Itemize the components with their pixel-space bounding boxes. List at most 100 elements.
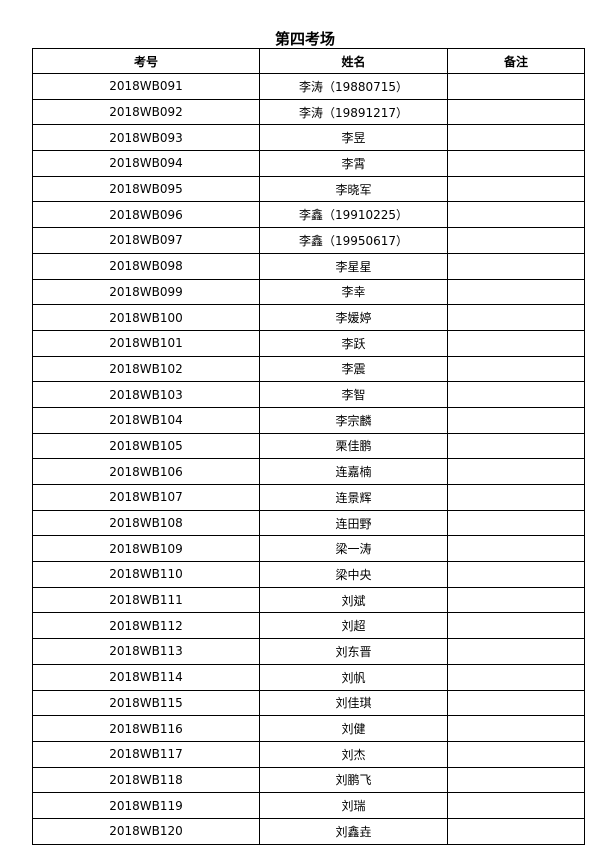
remarks-cell — [447, 561, 585, 588]
table-row: 2018WB095 李晓军 — [32, 175, 585, 203]
remarks-cell — [447, 304, 585, 331]
exam-number-cell: 2018WB110 — [32, 561, 260, 588]
name-cell: 连嘉楠 — [259, 458, 448, 485]
table-row: 2018WB092 李涛（19891217） — [32, 98, 585, 126]
name-cell: 梁一涛 — [259, 535, 448, 563]
table-row: 2018WB117 刘杰 — [32, 740, 585, 768]
table-row: 2018WB097 李鑫（19950617） — [32, 227, 585, 254]
remarks-cell — [447, 201, 585, 229]
table-row: 2018WB103 李智 — [32, 381, 585, 408]
name-cell: 李霄 — [259, 150, 448, 177]
table-row: 2018WB104 李宗麟 — [32, 406, 585, 434]
remarks-cell — [447, 98, 585, 126]
page-title: 第四考场 — [274, 30, 335, 48]
remarks-cell — [447, 458, 585, 485]
exam-number-cell: 2018WB113 — [32, 638, 260, 665]
exam-number-cell: 2018WB098 — [32, 252, 260, 280]
name-cell: 李涛（19880715） — [259, 73, 448, 100]
remarks-cell — [447, 150, 585, 177]
remarks-cell — [447, 792, 585, 819]
exam-number-cell: 2018WB114 — [32, 663, 260, 691]
exam-number-cell: 2018WB117 — [32, 740, 260, 768]
exam-number-cell: 2018WB108 — [32, 509, 260, 537]
exam-number-cell: 2018WB093 — [32, 124, 260, 152]
name-cell: 李宗麟 — [259, 406, 448, 434]
table-row: 2018WB094 李霄 — [32, 150, 585, 177]
table-row: 2018WB099 李幸 — [32, 278, 585, 306]
name-cell: 刘佳琪 — [259, 689, 448, 717]
header-remarks: 备注 — [447, 48, 585, 74]
exam-number-cell: 2018WB097 — [32, 227, 260, 254]
exam-number-cell: 2018WB092 — [32, 98, 260, 126]
name-cell: 李涛（19891217） — [259, 98, 448, 126]
exam-room-table: 考号 姓名 备注 2018WB091 李涛（19880715） 2018WB092 李… — [32, 48, 585, 845]
name-cell: 李鑫（19950617） — [259, 227, 448, 254]
header-name: 姓名 — [259, 48, 448, 74]
name-cell: 刘鑫垚 — [259, 817, 448, 845]
exam-number-cell: 2018WB109 — [32, 535, 260, 563]
name-cell: 李星星 — [259, 252, 448, 280]
table-row: 2018WB112 刘超 — [32, 612, 585, 640]
table-row: 2018WB113 刘东晋 — [32, 638, 585, 665]
name-cell: 连田野 — [259, 509, 448, 537]
name-cell: 李晓军 — [259, 175, 448, 203]
table-row: 2018WB101 李跃 — [32, 329, 585, 357]
exam-number-cell: 2018WB106 — [32, 458, 260, 485]
exam-number-cell: 2018WB100 — [32, 304, 260, 331]
table-row: 2018WB091 李涛（19880715） — [32, 73, 585, 100]
exam-number-cell: 2018WB116 — [32, 715, 260, 742]
exam-number-cell: 2018WB101 — [32, 329, 260, 357]
remarks-cell — [447, 509, 585, 537]
remarks-cell — [447, 432, 585, 460]
name-cell: 李昱 — [259, 124, 448, 152]
name-cell: 李跃 — [259, 329, 448, 357]
name-cell: 栗佳鹏 — [259, 432, 448, 460]
name-cell: 连景辉 — [259, 484, 448, 511]
exam-number-cell: 2018WB119 — [32, 792, 260, 819]
name-cell: 李媛婷 — [259, 304, 448, 331]
name-cell: 刘健 — [259, 715, 448, 742]
table-row: 2018WB110 梁中央 — [32, 561, 585, 588]
name-cell: 李智 — [259, 381, 448, 408]
exam-number-cell: 2018WB118 — [32, 766, 260, 794]
exam-number-cell: 2018WB099 — [32, 278, 260, 306]
table-row: 2018WB108 连田野 — [32, 509, 585, 537]
remarks-cell — [447, 355, 585, 383]
table-row: 2018WB119 刘瑞 — [32, 792, 585, 819]
remarks-cell — [447, 252, 585, 280]
name-cell: 刘斌 — [259, 586, 448, 614]
exam-number-cell: 2018WB115 — [32, 689, 260, 717]
table-row: 2018WB102 李震 — [32, 355, 585, 383]
name-cell: 刘东晋 — [259, 638, 448, 665]
remarks-cell — [447, 329, 585, 357]
name-cell: 刘瑞 — [259, 792, 448, 819]
exam-number-cell: 2018WB103 — [32, 381, 260, 408]
remarks-cell — [447, 612, 585, 640]
table-row: 2018WB098 李星星 — [32, 252, 585, 280]
remarks-cell — [447, 406, 585, 434]
table-row: 2018WB109 梁一涛 — [32, 535, 585, 563]
table-row: 2018WB114 刘帆 — [32, 663, 585, 691]
exam-number-cell: 2018WB096 — [32, 201, 260, 229]
table-row: 2018WB115 刘佳琪 — [32, 689, 585, 717]
remarks-cell — [447, 817, 585, 845]
table-row: 2018WB116 刘健 — [32, 715, 585, 742]
table-row: 2018WB100 李媛婷 — [32, 304, 585, 331]
remarks-cell — [447, 766, 585, 794]
remarks-cell — [447, 484, 585, 511]
name-cell: 刘超 — [259, 612, 448, 640]
exam-number-cell: 2018WB091 — [32, 73, 260, 100]
table-row: 2018WB107 连景辉 — [32, 484, 585, 511]
name-cell: 刘杰 — [259, 740, 448, 768]
header-exam-number: 考号 — [32, 48, 260, 74]
remarks-cell — [447, 715, 585, 742]
table-row: 2018WB111 刘斌 — [32, 586, 585, 614]
remarks-cell — [447, 663, 585, 691]
name-cell: 李鑫（19910225） — [259, 201, 448, 229]
exam-number-cell: 2018WB111 — [32, 586, 260, 614]
remarks-cell — [447, 535, 585, 563]
remarks-cell — [447, 638, 585, 665]
exam-number-cell: 2018WB094 — [32, 150, 260, 177]
remarks-cell — [447, 227, 585, 254]
table-row: 2018WB118 刘鹏飞 — [32, 766, 585, 794]
